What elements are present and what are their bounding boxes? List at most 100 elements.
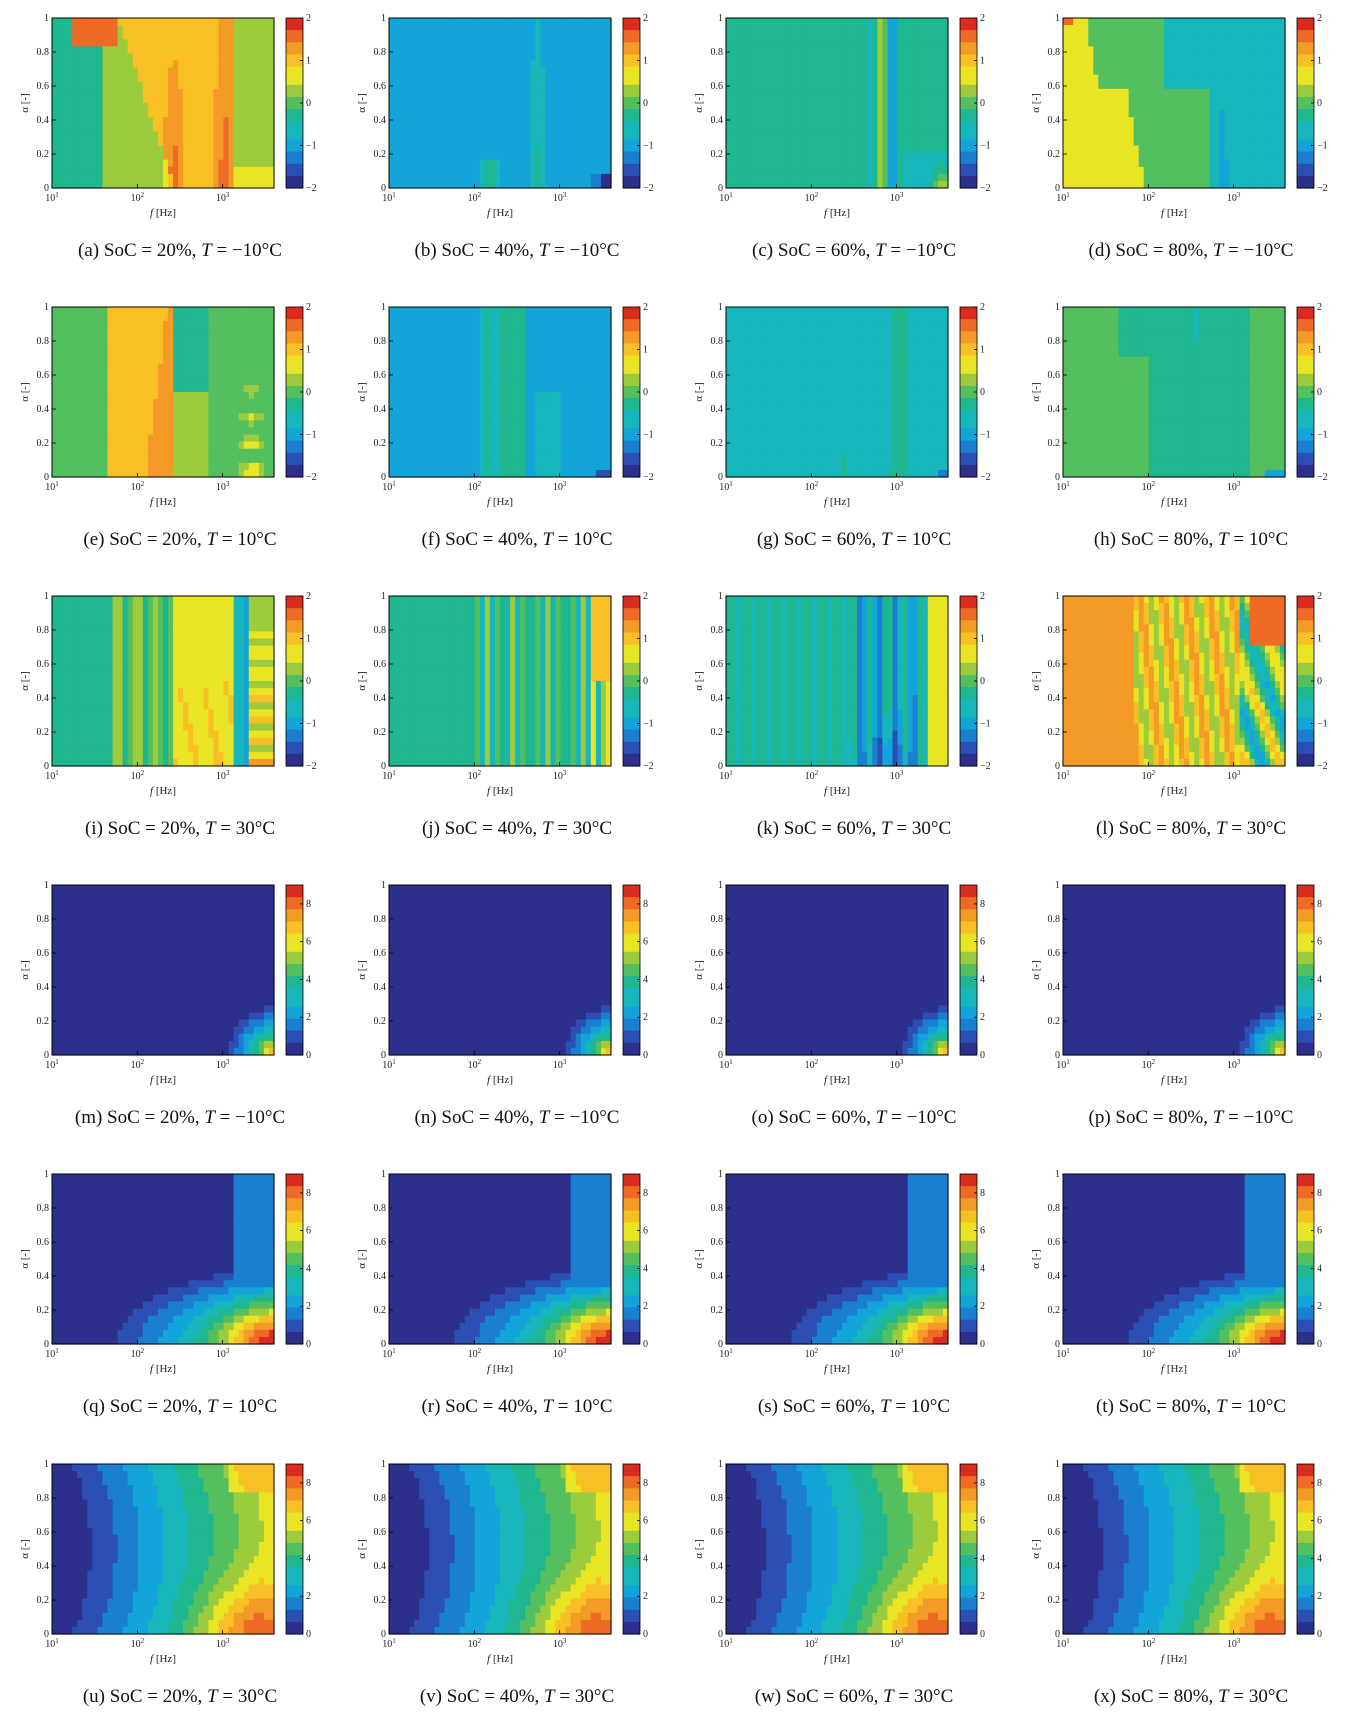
heatmap-cell (67, 328, 73, 336)
heatmap-cell (133, 364, 139, 372)
heatmap-cell (591, 25, 597, 33)
heatmap-cell (102, 321, 108, 329)
heatmap-cell (1063, 75, 1069, 83)
heatmap-cell (1179, 174, 1185, 182)
heatmap-cell (746, 53, 752, 61)
heatmap-cell (1144, 117, 1150, 125)
heatmap-cell (1159, 138, 1165, 146)
heatmap-cell (450, 53, 456, 61)
heatmap-cell (138, 89, 144, 97)
heatmap-cell (1209, 25, 1215, 33)
heatmap-cell (203, 167, 209, 175)
heatmap-cell (1093, 160, 1099, 168)
heatmap-cell (913, 39, 919, 47)
heatmap-cell (414, 167, 420, 175)
heatmap-cell (72, 413, 78, 421)
heatmap-cell (193, 124, 199, 132)
heatmap-cell (581, 82, 587, 90)
heatmap-cell (264, 103, 270, 111)
heatmap-cell (561, 89, 567, 97)
heatmap-cell (1179, 110, 1185, 118)
heatmap-cell (576, 103, 582, 111)
heatmap-cell (550, 89, 556, 97)
heatmap-cell (102, 68, 108, 76)
heatmap-cell (178, 124, 184, 132)
heatmap-cell (1124, 167, 1130, 175)
heatmap-cell (751, 181, 757, 189)
heatmap-cell (1255, 117, 1261, 125)
heatmap-cell (153, 138, 159, 146)
heatmap-cell (62, 364, 68, 372)
heatmap-cell (1189, 146, 1195, 154)
heatmap-cell (1113, 131, 1119, 139)
heatmap-cell (193, 110, 199, 118)
heatmap-cell (434, 138, 440, 146)
heatmap-cell (77, 413, 83, 421)
heatmap-cell (198, 25, 204, 33)
heatmap-cell (102, 378, 108, 386)
heatmap-cell (822, 18, 828, 26)
heatmap-cell (782, 174, 788, 182)
heatmap-cell (244, 181, 250, 189)
heatmap-cell (913, 18, 919, 26)
heatmap-cell (213, 131, 219, 139)
heatmap-cell (887, 110, 893, 118)
heatmap-cell (475, 124, 481, 132)
colorbar-segment (286, 127, 303, 134)
heatmap-cell (92, 61, 98, 69)
heatmap-cell (419, 18, 425, 26)
heatmap-cell (887, 146, 893, 154)
heatmap-cell (887, 96, 893, 104)
heatmap-cell (1119, 181, 1125, 189)
colorbar-tick-label: −2 (306, 183, 317, 194)
heatmap-cell (928, 124, 934, 132)
heatmap-cell (837, 75, 843, 83)
heatmap-cell (183, 117, 189, 125)
heatmap-cell (399, 160, 405, 168)
heatmap-cell (148, 392, 154, 400)
heatmap-cell (1108, 32, 1114, 40)
heatmap-cell (903, 25, 909, 33)
heatmap-cell (1255, 32, 1261, 40)
heatmap-cell (505, 39, 511, 47)
heatmap-cell (731, 153, 737, 161)
heatmap-cell (203, 103, 209, 111)
heatmap-cell (1260, 110, 1266, 118)
heatmap-cell (72, 420, 78, 428)
heatmap-cell (87, 117, 93, 125)
heatmap-cell (726, 39, 732, 47)
heatmap-cell (847, 75, 853, 83)
heatmap-cell (1139, 167, 1145, 175)
heatmap-cell (1154, 146, 1160, 154)
colorbar-tick-label: 0 (980, 98, 985, 109)
heatmap-cell (581, 124, 587, 132)
heatmap-cell (1255, 174, 1261, 182)
heatmap-cell (827, 110, 833, 118)
heatmap-cell (571, 68, 577, 76)
heatmap-cell (389, 110, 395, 118)
heatmap-cell (1144, 110, 1150, 118)
heatmap-cell (525, 82, 531, 90)
heatmap-cell (82, 463, 88, 471)
heatmap-cell (515, 117, 521, 125)
heatmap-cell (62, 146, 68, 154)
heatmap-cell (1159, 160, 1165, 168)
heatmap-cell (394, 153, 400, 161)
heatmap-cell (1224, 75, 1230, 83)
heatmap-cell (234, 181, 240, 189)
heatmap-cell (259, 46, 265, 54)
heatmap-cell (1209, 167, 1215, 175)
heatmap-cell (1209, 96, 1215, 104)
heatmap-cell (133, 146, 139, 154)
heatmap-cell (239, 103, 245, 111)
heatmap-cell (434, 18, 440, 26)
heatmap-cell (1093, 75, 1099, 83)
heatmap-cell (128, 328, 134, 336)
heatmap-cell (92, 82, 98, 90)
heatmap-cell (1073, 82, 1079, 90)
heatmap-cell (1209, 61, 1215, 69)
heatmap-cell (234, 61, 240, 69)
heatmap-cell (208, 61, 214, 69)
heatmap-cell (1184, 153, 1190, 161)
